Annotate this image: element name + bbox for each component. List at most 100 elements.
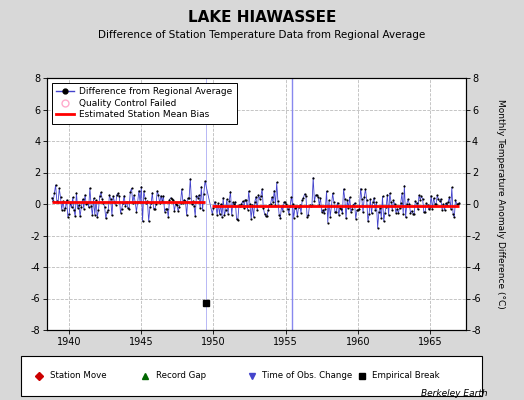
Point xyxy=(75,202,83,208)
Point xyxy=(405,200,413,207)
Point xyxy=(351,200,359,206)
Point xyxy=(232,216,241,222)
Point xyxy=(305,202,314,208)
Point xyxy=(108,212,116,219)
Point xyxy=(214,200,223,206)
Point xyxy=(454,201,462,208)
Point xyxy=(65,210,73,217)
Point xyxy=(329,190,337,196)
Point xyxy=(161,206,170,212)
Point xyxy=(374,225,382,231)
Point xyxy=(49,198,57,204)
Point xyxy=(324,219,332,226)
Point xyxy=(277,203,286,209)
Point xyxy=(442,200,450,206)
Point xyxy=(88,212,96,218)
Point xyxy=(127,185,136,192)
Point xyxy=(431,200,439,207)
Point xyxy=(91,212,99,218)
Legend: Difference from Regional Average, Quality Control Failed, Estimated Station Mean: Difference from Regional Average, Qualit… xyxy=(52,82,236,124)
Point xyxy=(60,206,68,213)
Point xyxy=(84,204,93,210)
Point xyxy=(449,211,457,217)
Point xyxy=(241,197,249,203)
Point xyxy=(115,193,124,199)
Point xyxy=(119,200,127,206)
Point xyxy=(164,214,172,220)
Point xyxy=(179,199,187,206)
Point xyxy=(286,203,294,209)
Point xyxy=(139,188,148,194)
Point xyxy=(252,194,260,200)
Point xyxy=(379,218,388,224)
Point xyxy=(343,197,352,204)
Point xyxy=(247,216,255,222)
Point xyxy=(310,198,319,204)
Point xyxy=(424,206,433,213)
Text: Empirical Break: Empirical Break xyxy=(373,372,440,380)
Point xyxy=(288,201,297,208)
Point xyxy=(355,206,364,212)
Point xyxy=(275,212,283,218)
Point xyxy=(224,210,232,217)
Point xyxy=(93,214,102,220)
Point xyxy=(409,210,417,217)
Point xyxy=(92,197,100,204)
Point xyxy=(79,196,87,202)
Point xyxy=(308,202,316,208)
Point xyxy=(120,192,128,199)
Point xyxy=(235,202,243,208)
Point xyxy=(268,194,276,201)
Point xyxy=(170,208,179,214)
Point xyxy=(168,196,176,202)
Point xyxy=(134,199,142,206)
Point xyxy=(82,201,91,207)
Point xyxy=(390,201,399,208)
Point xyxy=(258,186,266,192)
Text: Difference of Station Temperature Data from Regional Average: Difference of Station Temperature Data f… xyxy=(99,30,425,40)
Point xyxy=(90,195,98,202)
Point xyxy=(130,192,138,198)
Point xyxy=(196,205,204,211)
Point xyxy=(332,208,341,215)
Point xyxy=(256,196,264,202)
Point xyxy=(209,205,217,212)
Point xyxy=(370,195,378,201)
Point xyxy=(423,202,432,208)
Point xyxy=(227,212,236,218)
Point xyxy=(336,205,344,211)
Point xyxy=(123,198,131,205)
Point xyxy=(86,185,94,191)
Point xyxy=(208,210,216,217)
Point xyxy=(254,192,263,198)
Point xyxy=(223,196,231,203)
Point xyxy=(121,203,129,210)
Point xyxy=(48,195,56,201)
Point xyxy=(185,195,193,201)
Point xyxy=(299,194,308,201)
Point xyxy=(314,194,322,200)
Point xyxy=(434,196,443,202)
Point xyxy=(291,205,299,211)
Point xyxy=(246,201,254,207)
Point xyxy=(264,207,272,213)
Point xyxy=(192,192,201,199)
Point xyxy=(171,200,180,207)
Point xyxy=(231,198,239,205)
Point xyxy=(132,208,140,215)
Point xyxy=(158,198,166,204)
Text: Station Move: Station Move xyxy=(50,372,106,380)
Point xyxy=(104,206,113,213)
Point xyxy=(182,212,191,218)
Point xyxy=(159,192,168,199)
Point xyxy=(293,213,302,220)
Point xyxy=(51,182,60,188)
Point xyxy=(136,199,144,206)
Point xyxy=(319,206,327,213)
Point xyxy=(131,199,139,206)
Point xyxy=(401,214,410,220)
Point xyxy=(433,192,441,198)
Point xyxy=(447,184,456,191)
Point xyxy=(193,194,202,201)
Point xyxy=(242,197,250,203)
